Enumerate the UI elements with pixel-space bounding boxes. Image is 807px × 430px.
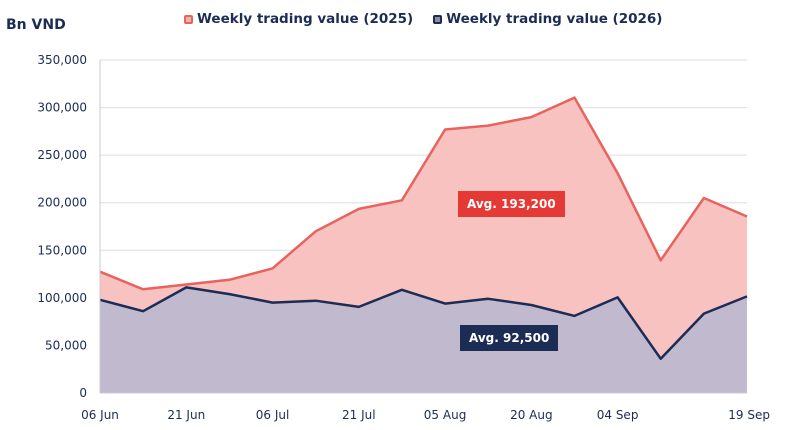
legend: Weekly trading value (2025) Weekly tradi… — [184, 11, 662, 27]
y-tick-label: 150,000 — [37, 243, 87, 257]
series-area-2026 — [100, 287, 747, 393]
y-tick-label: 0 — [79, 386, 87, 400]
series-line-2026 — [99, 286, 748, 360]
x-tick-label: 21 Jul — [342, 408, 376, 422]
y-tick-label: 350,000 — [37, 53, 87, 67]
x-tick-label: 04 Sep — [597, 408, 639, 422]
legend-swatch-2025 — [184, 14, 193, 24]
y-tick-label: 50,000 — [45, 338, 87, 352]
x-tick-label: 19 Sep — [728, 408, 770, 422]
y-tick-label: 300,000 — [37, 101, 87, 115]
series-line-2025 — [99, 96, 748, 291]
x-tick-label: 20 Aug — [510, 408, 553, 422]
y-tick-label: 200,000 — [37, 196, 87, 210]
x-tick-label: 21 Jun — [167, 408, 205, 422]
y-tick-label: 100,000 — [37, 291, 87, 305]
x-tick-label: 06 Jun — [81, 408, 119, 422]
x-tick-label: 06 Jul — [256, 408, 290, 422]
y-tick-label: 250,000 — [37, 148, 87, 162]
legend-label-2026: Weekly trading value (2026) — [446, 11, 663, 27]
y-axis-title: Bn VND — [6, 17, 66, 33]
legend-item-2025: Weekly trading value (2025) — [184, 11, 413, 27]
legend-item-2026: Weekly trading value (2026) — [433, 11, 662, 27]
legend-swatch-2026 — [433, 14, 443, 24]
average-badge-2026: Avg. 92,500 — [460, 325, 559, 351]
legend-label-2025: Weekly trading value (2025) — [197, 11, 414, 27]
x-tick-label: 05 Aug — [424, 408, 467, 422]
average-badge-2025: Avg. 193,200 — [458, 191, 565, 217]
